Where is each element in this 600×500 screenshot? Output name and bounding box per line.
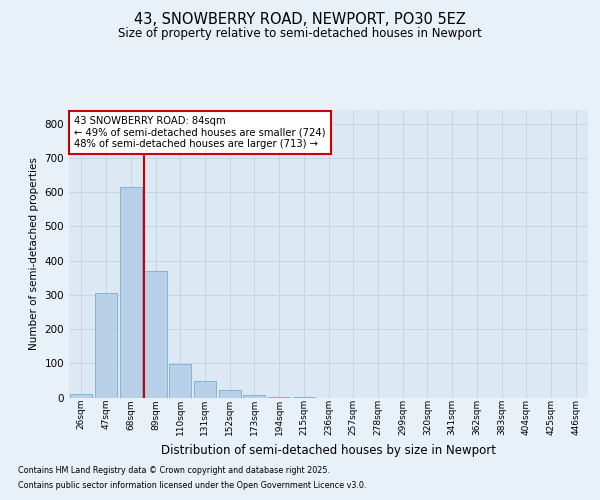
Y-axis label: Number of semi-detached properties: Number of semi-detached properties: [29, 158, 39, 350]
Text: 43, SNOWBERRY ROAD, NEWPORT, PO30 5EZ: 43, SNOWBERRY ROAD, NEWPORT, PO30 5EZ: [134, 12, 466, 28]
Text: Contains HM Land Registry data © Crown copyright and database right 2025.: Contains HM Land Registry data © Crown c…: [18, 466, 330, 475]
Bar: [119, 187, 142, 398]
Text: Size of property relative to semi-detached houses in Newport: Size of property relative to semi-detach…: [118, 28, 482, 40]
Text: Contains public sector information licensed under the Open Government Licence v3: Contains public sector information licen…: [18, 481, 367, 490]
Bar: [194, 381, 216, 398]
Bar: [218, 390, 241, 398]
Bar: [268, 397, 290, 398]
Bar: [243, 395, 265, 398]
Text: 43 SNOWBERRY ROAD: 84sqm
← 49% of semi-detached houses are smaller (724)
48% of : 43 SNOWBERRY ROAD: 84sqm ← 49% of semi-d…: [74, 116, 326, 149]
X-axis label: Distribution of semi-detached houses by size in Newport: Distribution of semi-detached houses by …: [161, 444, 496, 456]
Bar: [145, 271, 167, 398]
Bar: [169, 364, 191, 398]
Bar: [95, 293, 117, 398]
Bar: [70, 394, 92, 398]
